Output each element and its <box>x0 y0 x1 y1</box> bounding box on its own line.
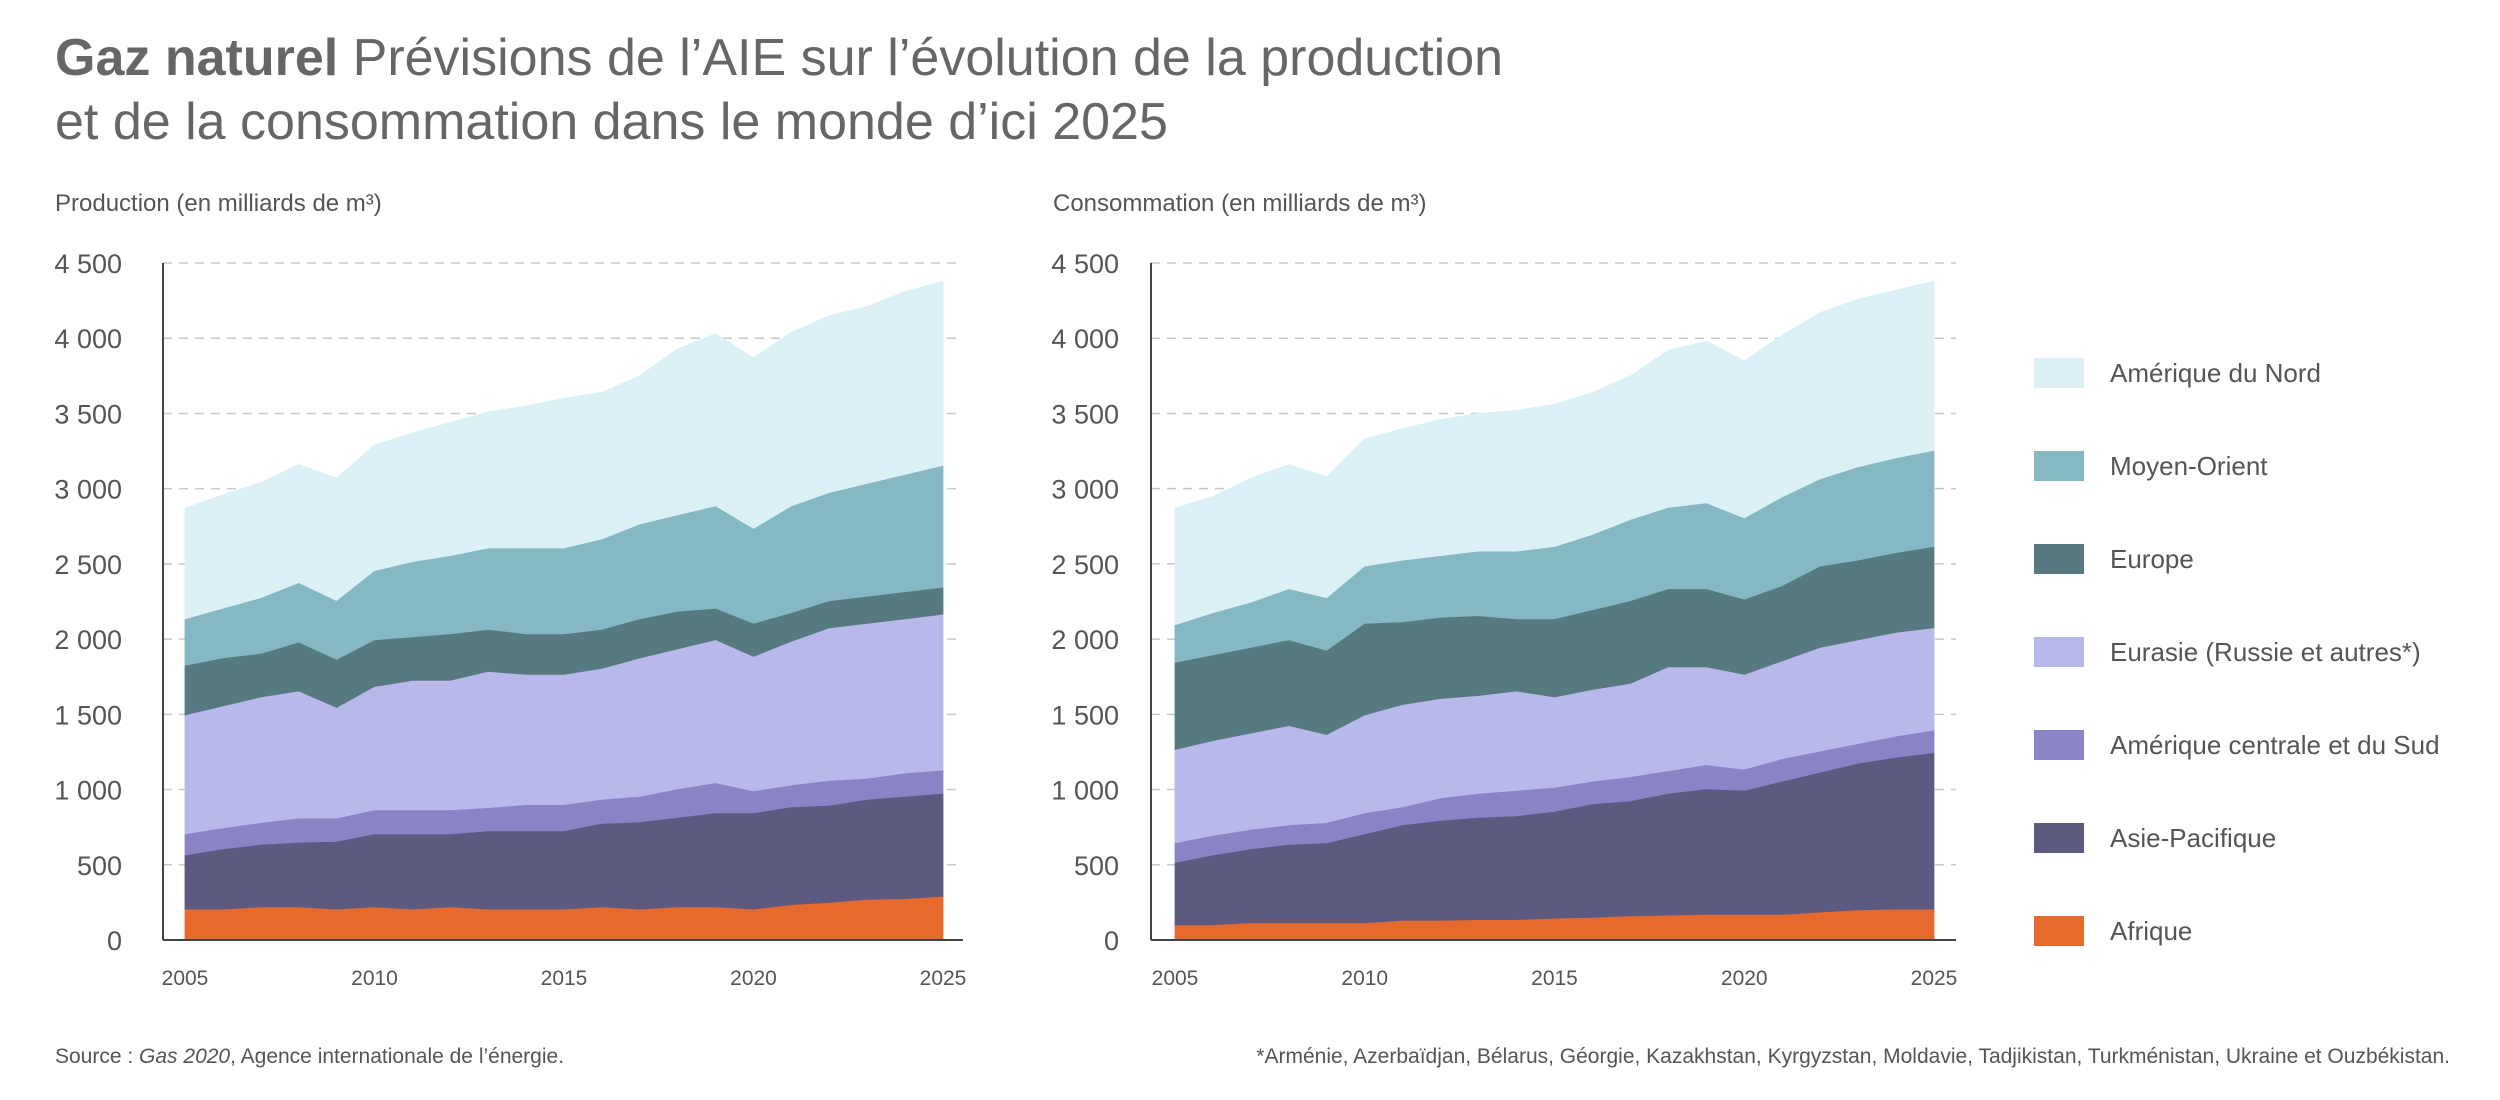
legend-swatch-amerique-centrale-sud <box>2034 730 2084 760</box>
legend-label: Europe <box>2110 543 2194 574</box>
production-ytick-label: 2 000 <box>54 625 122 655</box>
production-ytick-label: 3 000 <box>54 475 122 505</box>
consumption-xtick-label: 2025 <box>1911 967 1958 990</box>
production-xtick-label: 2015 <box>541 967 588 990</box>
source-italic: Gas 2020 <box>139 1045 231 1068</box>
legend-swatch-afrique <box>2034 916 2084 946</box>
consumption-ytick-label: 2 500 <box>1051 550 1119 580</box>
production-xtick-label: 2005 <box>162 967 209 990</box>
production-xtick-label: 2020 <box>730 967 777 990</box>
consumption-ytick-label: 500 <box>1074 851 1119 881</box>
production-ytick-label: 1 000 <box>54 776 122 806</box>
legend-item-afrique: Afrique <box>2034 916 2192 946</box>
legend-item-europe: Europe <box>2034 544 2194 574</box>
consumption-ytick-label: 4 000 <box>1051 324 1119 354</box>
production-xtick-label: 2010 <box>351 967 398 990</box>
source-suffix: , Agence internationale de l’énergie. <box>230 1045 565 1068</box>
production-ytick-label: 3 500 <box>54 399 122 429</box>
legend-swatch-eurasie <box>2034 637 2084 667</box>
consumption-ytick-label: 1 000 <box>1051 776 1119 806</box>
production-xtick-label: 2025 <box>920 967 967 990</box>
legend-label: Amérique centrale et du Sud <box>2110 729 2440 760</box>
legend-label: Moyen-Orient <box>2110 450 2268 481</box>
production-ytick-label: 0 <box>107 926 122 956</box>
consumption-chart: 0 500 1 000 1 500 2 000 2 500 3 000 3 500 4 000 4… <box>1051 249 1957 990</box>
consumption-chart-title: Consommation (en milliards de m³) <box>1053 190 1427 217</box>
legend-swatch-asie-pacifique <box>2034 823 2084 853</box>
consumption-xtick-label: 2005 <box>1152 967 1199 990</box>
consumption-ytick-label: 1 500 <box>1051 700 1119 730</box>
production-chart: 0 500 1 000 1 500 2 000 2 500 3 000 3 500 4 000 4… <box>54 249 966 990</box>
footnote: *Arménie, Azerbaïdjan, Bélarus, Géorgie,… <box>1256 1045 2450 1068</box>
production-ytick-label: 2 500 <box>54 550 122 580</box>
legend-swatch-moyen-orient <box>2034 451 2084 481</box>
page-title: Gaz naturel Prévisions de l’AIE sur l’év… <box>55 26 1755 154</box>
consumption-ytick-label: 3 500 <box>1051 399 1119 429</box>
legend-label: Afrique <box>2110 915 2193 946</box>
legend-label: Eurasie (Russie et autres*) <box>2110 636 2421 667</box>
title-line-1: Prévisions de l’AIE sur l’évolution de l… <box>352 29 1504 87</box>
legend-swatch-europe <box>2034 544 2084 574</box>
consumption-ytick-label: 0 <box>1104 926 1119 956</box>
production-ytick-label: 4 500 <box>54 249 122 279</box>
consumption-xtick-label: 2020 <box>1721 967 1768 990</box>
consumption-xtick-label: 2015 <box>1531 967 1578 990</box>
title-line-2: et de la consommation dans le monde d’ic… <box>55 93 1168 151</box>
source-prefix: Source : <box>55 1045 140 1068</box>
legend-item-moyen-orient: Moyen-Orient <box>2034 451 2268 481</box>
title-bold: Gaz naturel <box>55 29 339 87</box>
legend-item-amerique-centrale-sud: Amérique centrale et du Sud <box>2034 730 2440 760</box>
source-note: Source : Gas 2020, Agence internationale… <box>55 1045 564 1069</box>
legend-item-eurasie: Eurasie (Russie et autres*) <box>2034 637 2421 667</box>
consumption-ytick-label: 2 000 <box>1051 625 1119 655</box>
consumption-xtick-label: 2010 <box>1341 967 1388 990</box>
legend-label: Asie-Pacifique <box>2110 822 2277 853</box>
production-chart-title: Production (en milliards de m³) <box>55 190 382 217</box>
legend-item-amerique-du-nord: Amérique du Nord <box>2034 358 2321 388</box>
consumption-ytick-label: 4 500 <box>1051 249 1119 279</box>
production-ytick-label: 4 000 <box>54 324 122 354</box>
legend-swatch-amerique-du-nord <box>2034 358 2084 388</box>
production-ytick-label: 1 500 <box>54 700 122 730</box>
consumption-ytick-label: 3 000 <box>1051 475 1119 505</box>
legend-item-asie-pacifique: Asie-Pacifique <box>2034 823 2276 853</box>
legend-label: Amérique du Nord <box>2110 357 2321 388</box>
production-ytick-label: 500 <box>77 851 122 881</box>
